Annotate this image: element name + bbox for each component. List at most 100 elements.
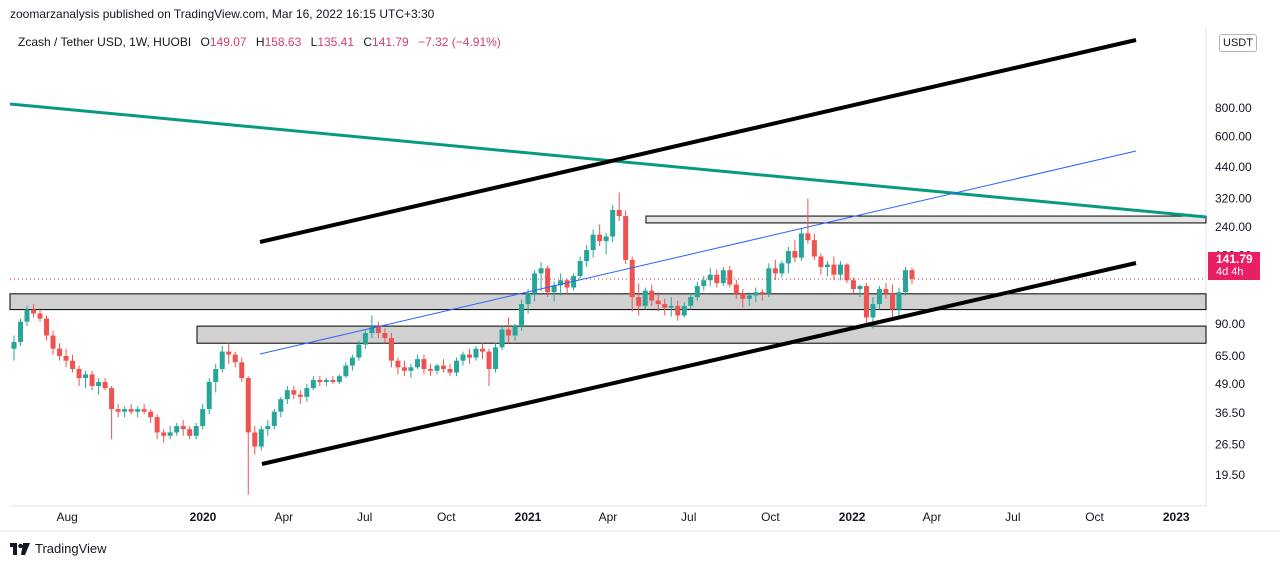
candle-body [336,376,342,382]
candle-body [798,233,804,258]
candle-body [50,335,56,349]
price-tick-label: 26.50 [1215,438,1245,452]
candle-body [258,429,264,447]
candle-body [473,348,479,358]
candle-body [499,329,505,348]
symbol-legend: Zcash / Tether USD, 1W, HUOBI O149.07 H1… [18,35,501,49]
candle-body [662,304,668,308]
candlestick-series [11,192,915,495]
candle-body [714,274,720,284]
candle-body [453,360,459,373]
time-tick-label: Apr [599,510,618,524]
candle-body [688,297,694,306]
candle-body [766,268,772,294]
publisher-line: zoomarzanalysis published on TradingView… [10,7,435,21]
candle-body [265,426,271,430]
candle-body [837,264,843,275]
candle-body [824,264,830,268]
candle-body [785,251,791,264]
candle-body [779,263,785,274]
candle-body [135,409,141,412]
candle-body [180,426,186,430]
time-tick-label: Oct [761,510,780,524]
candle-body [369,326,375,334]
candle-body [558,280,564,286]
price-tick-label: 440.00 [1215,160,1252,174]
candle-body [460,354,466,361]
candle-body [310,380,316,389]
candle-body [701,280,707,287]
candle-body [174,426,180,433]
candle-body [577,261,583,277]
currency-badge[interactable]: USDT [1219,34,1257,52]
time-axis-labels: Aug 2020 Apr Jul Oct 2021 Apr Jul Oct 2022 Apr Jul O… [56,510,1189,524]
candle-body [811,240,817,257]
candle-body [844,264,850,281]
candle-body [447,369,453,373]
candle-body [584,250,590,262]
axes-frame [0,28,1280,532]
candle-body [772,268,778,274]
time-tick-label: Jul [681,510,696,524]
lower-support-band [196,325,1207,344]
channel-mid-line [259,150,1137,355]
time-tick-label: Apr [274,510,293,524]
candle-body [480,348,486,352]
time-tick-label: Apr [923,510,942,524]
candle-body [740,293,746,299]
candle-body [616,209,622,217]
candle-body [96,381,102,386]
candle-body [89,374,95,386]
bar-countdown: 4d 4h [1216,266,1244,278]
price-tick-label: 65.00 [1215,349,1245,363]
candle-body [863,286,869,318]
price-tick-label: 600.00 [1215,129,1252,143]
candle-body [733,284,739,294]
candle-body [245,378,251,433]
candle-body [102,381,108,389]
candle-body [876,289,882,305]
candle-body [31,309,37,314]
candle-body [323,380,329,382]
trend-drawings [9,38,1207,466]
candle-body [623,216,629,260]
candle-body [707,274,713,281]
candle-body [883,289,889,294]
candle-body [109,388,115,410]
candle-body [141,409,147,412]
candle-body [414,359,420,368]
candle-body [675,305,681,316]
candle-body [200,409,206,427]
candle-body [57,348,63,357]
symbol-name: Zcash / Tether USD, 1W, HUOBI [18,35,192,49]
candle-body [642,290,648,306]
candle-body [427,369,433,371]
candle-body [278,399,284,412]
candle-body [128,409,134,412]
channel-upper-line [259,38,1137,244]
candle-body [18,321,24,342]
upper-support-band [9,293,1207,311]
candle-body [161,432,167,436]
price-axis-labels: 19.5026.5036.5049.0065.0090.00180.00240.… [1215,101,1252,482]
candle-body [408,367,414,371]
candle-body [720,270,726,284]
candle-body [857,286,863,290]
candle-body [538,268,544,274]
time-tick-label: Jul [1005,510,1020,524]
candle-body [486,351,492,370]
candle-body [636,297,642,306]
candle-body [291,390,297,395]
candle-body [434,365,440,371]
candle-body [564,280,570,288]
candle-body [375,326,381,334]
candle-body [187,429,193,436]
footer[interactable]: TradingView [10,541,107,556]
candle-body [519,304,525,327]
candle-body [512,326,518,336]
candle-body [525,293,531,305]
open-value: 149.07 [209,35,247,49]
candle-body [850,280,856,290]
candle-body [154,417,160,433]
